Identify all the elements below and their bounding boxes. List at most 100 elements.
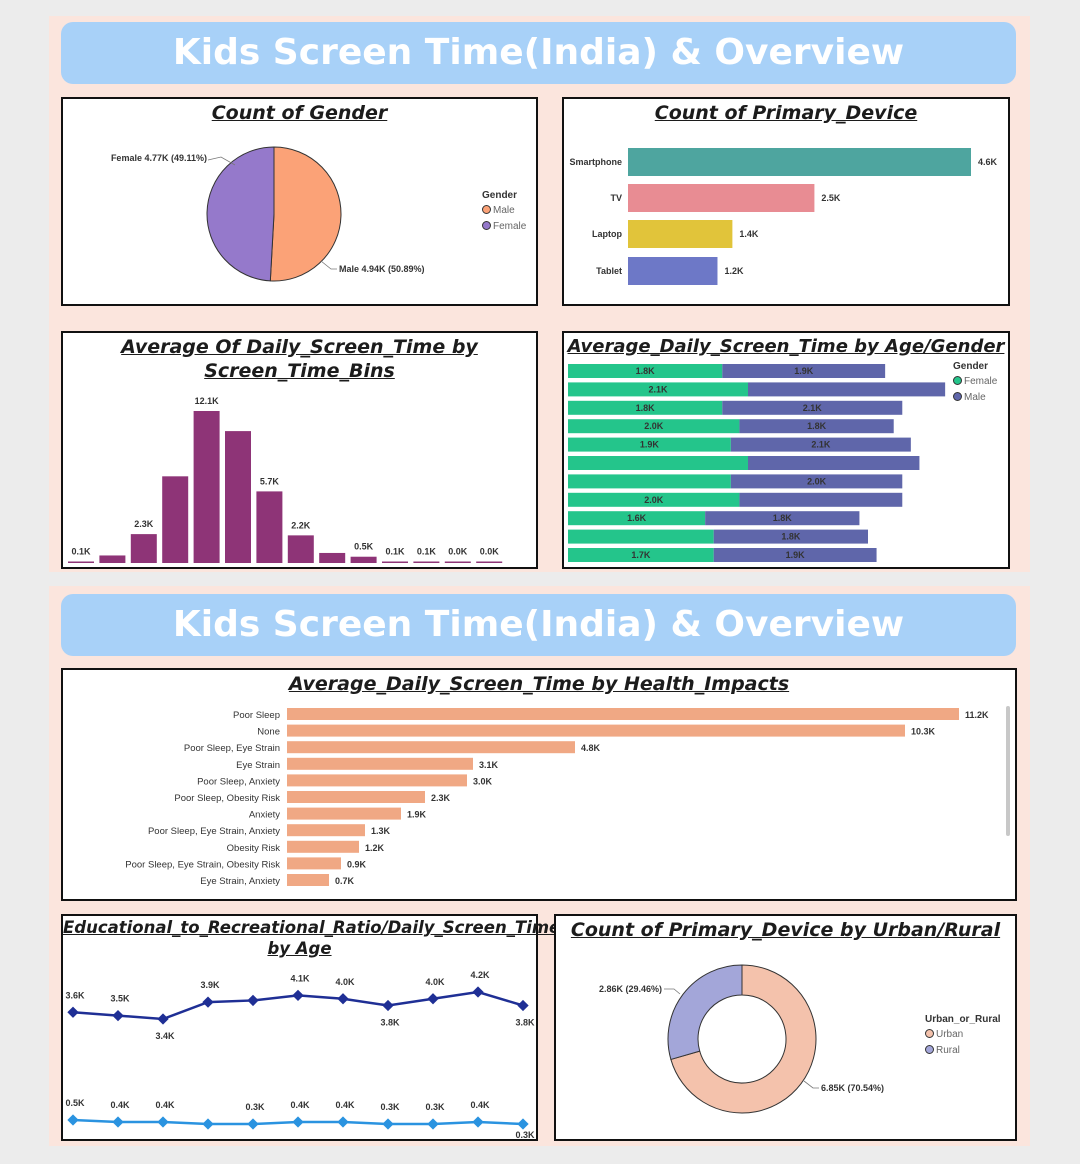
ratio-point: [112, 1116, 124, 1128]
health-value-label: 1.3K: [371, 826, 391, 836]
health-category-label: Poor Sleep, Eye Strain, Anxiety: [148, 826, 280, 837]
urban-legend-title: Urban_or_Rural: [925, 1014, 1001, 1025]
ratio-point: [472, 986, 484, 998]
device-bar: [628, 257, 718, 285]
ratio-point: [202, 1118, 214, 1130]
health-category-label: Eye Strain: [236, 760, 280, 771]
age-value-label: 2.0K: [807, 476, 827, 486]
age-bar-male: [730, 437, 911, 452]
female-dot-icon: [482, 221, 491, 230]
urban-dot-icon: [925, 1029, 934, 1038]
health-value-label: 0.7K: [335, 876, 355, 886]
legend-rural-label: Rural: [936, 1045, 960, 1056]
bins-bar-panel[interactable]: Average Of Daily_Screen_Time by Screen_T…: [61, 331, 538, 569]
gender-pie-panel[interactable]: Count of Gender Female 4.77K (49.11%) Mal…: [61, 97, 538, 306]
ratio-line-panel[interactable]: Educational_to_Recreational_Ratio/Daily_…: [61, 914, 560, 1141]
rural-leader-line: [664, 988, 681, 995]
bins-value-label: 0.1K: [71, 547, 91, 557]
ratio-point: [292, 1116, 304, 1128]
age-bar-male: [722, 400, 903, 415]
male-slice-label: Male 4.94K (50.89%): [339, 264, 425, 274]
age-value-label: 1.9K: [786, 550, 806, 560]
legend-item-urban[interactable]: Urban: [925, 1027, 1001, 1043]
bins-bar: [319, 552, 346, 563]
age-bar-male: [739, 492, 903, 507]
age-value-label: 1.7K: [631, 550, 651, 560]
ratio-point: [202, 996, 214, 1008]
legend-female-label: Female: [964, 376, 998, 387]
health-scrollbar[interactable]: [1006, 706, 1010, 836]
age-bar-female: [568, 456, 748, 470]
age-bar-female: [568, 548, 714, 562]
ratio-value-label: 4.1K: [290, 973, 310, 983]
ratio-value-label: 0.3K: [245, 1102, 265, 1112]
ratio-point: [247, 1118, 259, 1130]
ratio-value-label: 0.4K: [290, 1100, 310, 1110]
age-gender-panel[interactable]: Average_Daily_Screen_Time by Age/Gender …: [562, 331, 1010, 569]
bins-title-line1: Average Of Daily_Screen_Time by: [121, 336, 478, 358]
device-bar-title: Count of Primary_Device: [654, 102, 918, 124]
ratio-value-label: 0.4K: [155, 1100, 175, 1110]
gender-legend[interactable]: Gender Male Female: [482, 190, 526, 235]
ratio-value-label: 3.9K: [200, 980, 220, 990]
legend-urban-label: Urban: [936, 1029, 964, 1040]
device-bar: [628, 184, 815, 212]
legend-item-female[interactable]: Female: [953, 374, 997, 390]
ratio-point: [337, 993, 349, 1005]
device-bar: [628, 220, 733, 248]
bins-bar: [130, 534, 157, 563]
urban-legend[interactable]: Urban_or_Rural Urban Rural: [925, 1014, 1001, 1059]
health-bar: [287, 824, 365, 837]
bins-bar: [444, 561, 471, 563]
device-value-label: 1.2K: [724, 266, 744, 276]
bins-value-label: 12.1K: [195, 396, 220, 406]
male-leader-line: [320, 260, 337, 270]
device-category-label: Smartphone: [569, 157, 622, 167]
health-category-label: Eye Strain, Anxiety: [200, 876, 280, 887]
age-legend-title: Gender: [953, 361, 989, 372]
age-bar-male: [739, 419, 894, 434]
health-category-label: Poor Sleep, Eye Strain, Obesity Risk: [125, 859, 280, 870]
urban-donut-chart: 2.86K (29.46%) 6.85K (70.54%): [599, 964, 884, 1114]
device-value-label: 4.6K: [978, 157, 998, 167]
device-category-label: Laptop: [592, 229, 622, 239]
legend-item-rural[interactable]: Rural: [925, 1043, 1001, 1059]
bins-value-label: 0.1K: [417, 547, 437, 557]
age-gender-chart: 1.8K 1.9K 2.1K 1.8K 2.1K 2.0K 1.8K 1.9K 2.1K 2.0K…: [568, 364, 946, 562]
health-value-label: 1.2K: [365, 843, 385, 853]
female-dot-icon: [953, 376, 962, 385]
legend-item-male[interactable]: Male: [482, 203, 526, 219]
age-value-label: 2.0K: [644, 421, 664, 431]
ratio-value-label: 0.3K: [515, 1130, 535, 1140]
bins-value-label: 2.2K: [291, 520, 311, 530]
health-category-label: Anxiety: [249, 810, 280, 821]
ratio-point: [517, 1118, 529, 1130]
age-bar-male: [730, 474, 903, 489]
age-value-label: 1.9K: [794, 366, 814, 376]
age-bar-female: [568, 382, 748, 397]
rural-dot-icon: [925, 1045, 934, 1054]
health-bar: [287, 757, 473, 770]
legend-item-male[interactable]: Male: [953, 390, 997, 406]
age-value-label: 1.8K: [781, 532, 801, 542]
health-bar: [287, 708, 959, 720]
legend-item-female[interactable]: Female: [482, 219, 526, 235]
rural-slice-label: 2.86K (29.46%): [599, 984, 662, 994]
bins-bar: [476, 561, 503, 563]
ratio-point: [337, 1116, 349, 1128]
bins-bar: [256, 491, 283, 563]
ratio-point: [382, 1118, 394, 1130]
urban-donut-panel[interactable]: Count of Primary_Device by Urban/Rural 2…: [554, 914, 1017, 1141]
bins-bar: [225, 431, 251, 563]
age-gender-legend[interactable]: Gender Female Male: [953, 361, 997, 406]
health-bar-panel[interactable]: Average_Daily_Screen_Time by Health_Impa…: [61, 668, 1017, 901]
health-bar: [287, 724, 905, 737]
ratio-value-label: 0.3K: [380, 1102, 400, 1112]
ratio-value-label: 0.4K: [110, 1100, 130, 1110]
dashboard-title: Kids Screen Time(India) & Overview: [61, 594, 1016, 656]
device-bar-panel[interactable]: Count of Primary_Device Smartphone 4.6K TV…: [562, 97, 1010, 306]
bins-value-label: 0.5K: [354, 542, 374, 552]
health-value-label: 10.3K: [911, 727, 936, 737]
health-bar: [287, 840, 359, 853]
legend-male-label: Male: [964, 392, 986, 403]
